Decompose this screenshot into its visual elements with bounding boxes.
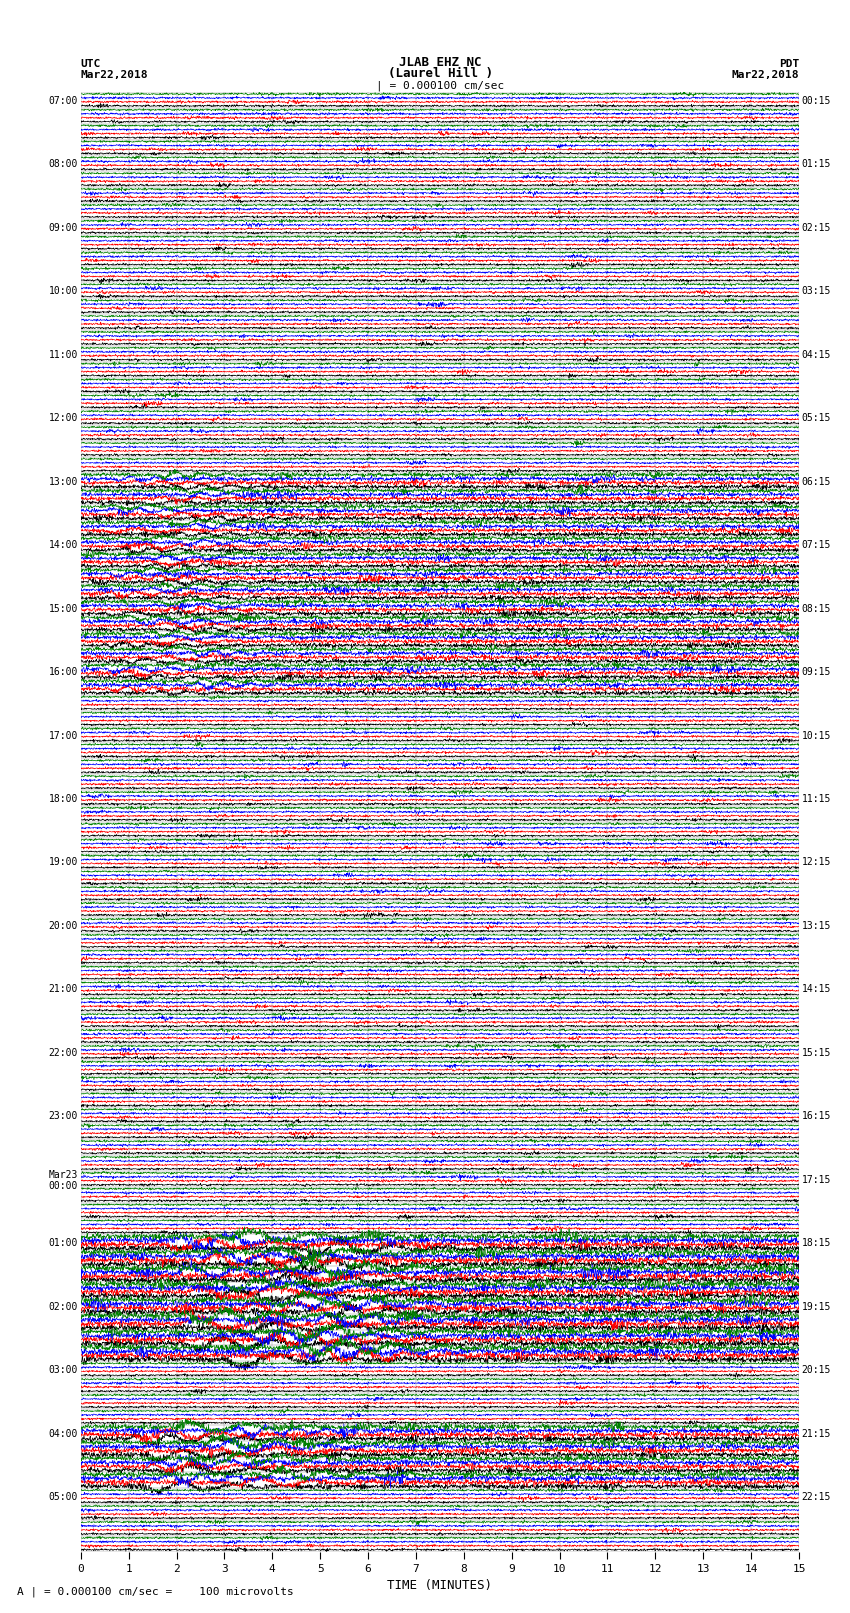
Text: Mar22,2018: Mar22,2018 <box>81 69 148 79</box>
Text: JLAB EHZ NC: JLAB EHZ NC <box>399 55 482 69</box>
Text: Mar22,2018: Mar22,2018 <box>732 69 799 79</box>
Text: (Laurel Hill ): (Laurel Hill ) <box>388 66 493 79</box>
Text: | = 0.000100 cm/sec: | = 0.000100 cm/sec <box>377 81 504 90</box>
Text: UTC: UTC <box>81 58 101 69</box>
Text: PDT: PDT <box>779 58 799 69</box>
X-axis label: TIME (MINUTES): TIME (MINUTES) <box>388 1579 492 1592</box>
Text: A | = 0.000100 cm/sec =    100 microvolts: A | = 0.000100 cm/sec = 100 microvolts <box>17 1586 294 1597</box>
